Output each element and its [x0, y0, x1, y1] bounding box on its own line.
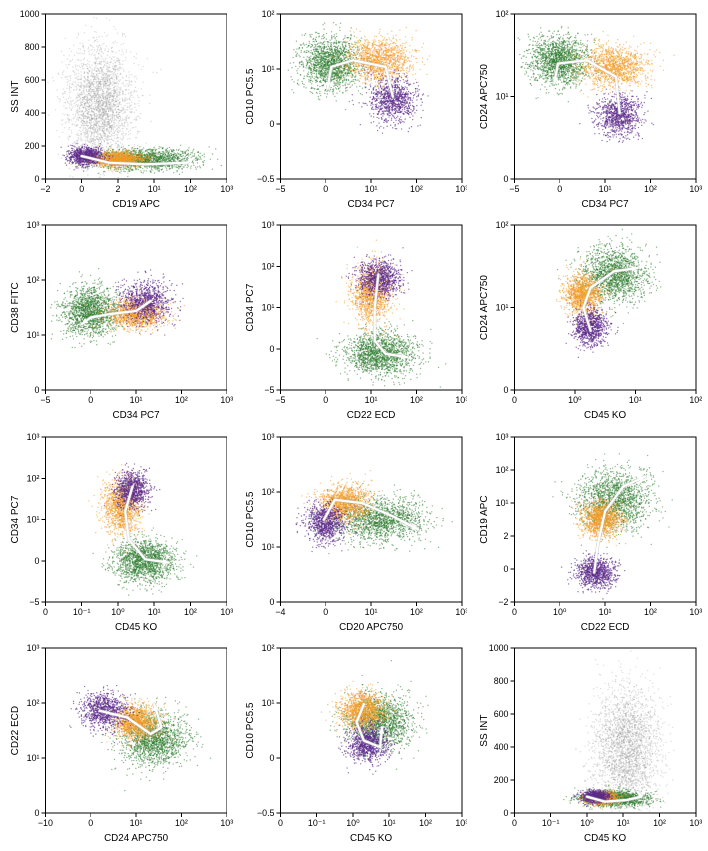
x-axis-label: CD22 ECD	[581, 622, 630, 633]
x-axis-label: CD45 KO	[115, 622, 157, 633]
scatter-panel-p22: −5010¹10²10³−5010¹10²10³CD22 ECDCD34 PC7	[241, 219, 468, 424]
scatter-panel-p23: 010⁰10¹10²010¹10²CD45 KOCD24 APC750	[475, 219, 702, 424]
scatter-points	[92, 527, 197, 595]
scatter-panel-p32: −4010¹10²10³010¹10²10³CD20 APC750CD10 PC…	[241, 431, 468, 636]
y-axis-label: SS INT	[10, 80, 21, 112]
x-axis-label: CD45 KO	[584, 410, 626, 421]
y-axis-label: CD10 PC5.5	[245, 68, 256, 125]
x-axis-label: CD24 APC750	[104, 833, 168, 844]
scatter-panel-p11: −20210¹10²10³02004006008001000CD19 APCSS…	[6, 8, 233, 213]
scatter-panel-p31: 010⁻¹10⁰10¹10²10³−5010¹10²10³CD45 KOCD34…	[6, 431, 233, 636]
x-axis-label: CD19 APC	[112, 199, 160, 210]
y-axis-label: CD34 PC7	[245, 283, 256, 331]
x-axis-label: CD34 PC7	[347, 199, 395, 210]
scatter-panel-p21: −5010¹10²10³010¹10²10³CD34 PC7CD38 FITC	[6, 219, 233, 424]
y-axis-label: CD22 ECD	[10, 706, 21, 755]
scatter-points	[329, 660, 428, 770]
scatter-points	[316, 316, 446, 388]
y-axis-label: CD10 PC5.5	[245, 491, 256, 548]
y-axis-label: CD38 FITC	[10, 283, 21, 334]
scatter-panel-p13: −5010¹10²10³010¹10²CD34 PC7CD24 APC750	[475, 8, 702, 213]
scatter-panel-p41: −10010¹10²10³010¹10²10³CD24 APC750CD22 E…	[6, 642, 233, 847]
scatter-points	[301, 469, 383, 534]
x-axis-label: CD45 KO	[584, 833, 626, 844]
y-axis-label: CD34 PC7	[10, 495, 21, 543]
x-axis-label: CD22 ECD	[346, 410, 395, 421]
scatter-points	[561, 550, 625, 600]
x-axis-label: CD34 PC7	[113, 410, 161, 421]
scatter-panel-p43: 010⁻¹10⁰10¹10²10³02004006008001000CD45 K…	[475, 642, 702, 847]
y-axis-label: SS INT	[479, 714, 490, 746]
y-axis-label: CD24 APC750	[479, 64, 490, 130]
scatter-points	[576, 650, 676, 812]
scatter-points	[351, 68, 428, 133]
scatter-panel-p42: 010⁻¹10⁰10¹10²10³−0.5010¹10²CD45 KOCD10 …	[241, 642, 468, 847]
y-axis-label: CD19 APC	[479, 495, 490, 543]
scatter-panel-p12: −5010¹10²10³−0.5010¹10²CD34 PC7CD10 PC5.…	[241, 8, 468, 213]
y-axis-label: CD24 APC750	[479, 275, 490, 341]
scatter-panel-p33: 010⁰10¹10²10³−20210¹10²10³CD22 ECDCD19 A…	[475, 431, 702, 636]
x-axis-label: CD34 PC7	[582, 199, 630, 210]
flow-cytometry-grid: −20210¹10²10³02004006008001000CD19 APCSS…	[0, 0, 708, 851]
y-axis-label: CD10 PC5.5	[245, 702, 256, 759]
x-axis-label: CD20 APC750	[339, 622, 403, 633]
x-axis-label: CD45 KO	[350, 833, 392, 844]
